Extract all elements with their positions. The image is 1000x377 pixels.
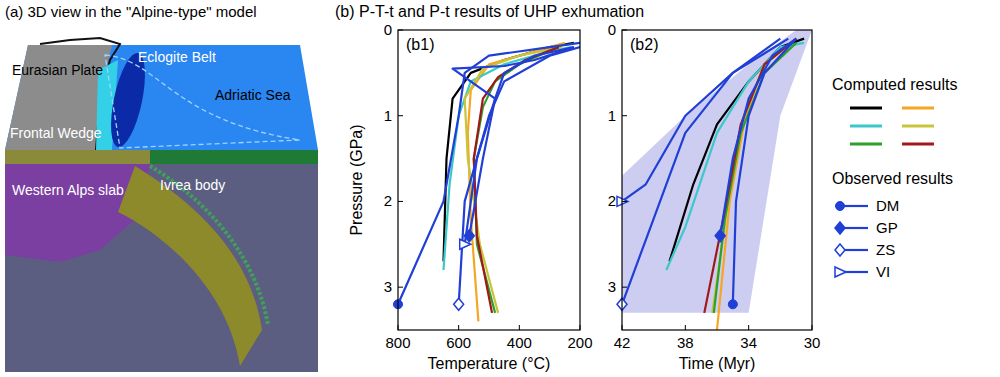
eclogite-belt-area — [104, 50, 151, 150]
legend-marker — [836, 202, 845, 211]
figure: (a) 3D view in the "Alpine-type" model Eu… — [0, 0, 1000, 377]
observed-line — [398, 43, 580, 304]
legend-swatch — [850, 143, 882, 146]
x-tick — [622, 325, 623, 330]
start-marker — [728, 300, 737, 309]
x-tick — [685, 325, 686, 330]
computed-line — [474, 47, 559, 313]
computed-line — [704, 39, 796, 313]
y-tick — [622, 30, 627, 31]
x-tick — [519, 325, 520, 330]
observed-line — [733, 39, 796, 305]
data-area — [398, 43, 580, 322]
model-label: Frontal Wedge — [10, 125, 102, 141]
sea-surface — [5, 45, 318, 150]
y-tick-label: 2 — [384, 192, 392, 209]
crust-layer — [150, 150, 318, 164]
legend-swatch — [850, 107, 882, 110]
x-tick-label: 800 — [385, 334, 410, 351]
legend-heading: Computed results — [832, 76, 957, 93]
x-tick-label: 30 — [804, 334, 821, 351]
crust-layer — [5, 150, 150, 164]
legend-marker — [835, 267, 846, 277]
envelope — [622, 30, 812, 313]
model-label: Eclogite Belt — [138, 49, 216, 65]
x-tick — [458, 325, 459, 330]
model-label: Western Alps slab — [12, 182, 124, 198]
panel-b-title: (b) P-T-t and P-t results of UHP exhumat… — [335, 3, 644, 20]
legend-label: ZS — [876, 241, 895, 258]
legend-label: VI — [876, 263, 890, 280]
panel-a-title: (a) 3D view in the "Alpine-type" model — [5, 3, 257, 20]
y-tick — [398, 287, 403, 288]
plate-surface — [5, 45, 112, 150]
legend-swatch — [850, 125, 882, 128]
computed-line — [717, 39, 796, 330]
markers — [617, 196, 737, 310]
x-tick — [812, 325, 813, 330]
x-axis-title: Temperature (°C) — [428, 355, 551, 372]
start-marker — [454, 298, 464, 310]
observed-line — [720, 39, 796, 236]
model-label: Eurasian Plate — [12, 62, 103, 78]
x-tick-label: 200 — [567, 334, 592, 351]
x-tick-label: 34 — [740, 334, 757, 351]
legend-marker — [835, 244, 845, 256]
legend: Computed results Observed results DM GP ZS VI — [832, 76, 957, 280]
y-tick — [622, 201, 627, 202]
legend-swatch — [902, 107, 934, 110]
y-axis-title: Pressure (GPa) — [348, 124, 365, 235]
observed-line — [622, 39, 780, 305]
frame — [398, 30, 580, 330]
x-axis-title: Time (Myr) — [679, 355, 756, 372]
markers — [394, 230, 475, 311]
outline — [105, 55, 300, 148]
y-tick — [622, 287, 627, 288]
legend-label: DM — [876, 197, 899, 214]
start-marker — [464, 230, 474, 242]
panel-label: (b1) — [406, 36, 434, 53]
model-label: Ivrea body — [160, 177, 225, 193]
x-tick — [580, 325, 581, 330]
plot: 800 600 400 200 0 1 2 3 Temperature (°C) Pressure… — [348, 21, 593, 372]
y-tick — [398, 30, 403, 31]
plot: 42 38 34 30 0 1 2 3 Time (Myr) (b2) — [608, 21, 821, 372]
x-tick-label: 42 — [614, 334, 631, 351]
start-marker — [460, 239, 471, 249]
panel-label: (b2) — [630, 36, 658, 53]
y-tick — [398, 201, 403, 202]
y-tick-label: 3 — [384, 278, 392, 295]
x-tick-label: 400 — [507, 334, 532, 351]
observed-line — [469, 47, 574, 236]
legend-swatch — [902, 125, 934, 128]
y-tick — [398, 115, 403, 116]
panel-a: (a) 3D view in the "Alpine-type" model Eu… — [5, 3, 318, 372]
computed-line — [714, 43, 796, 313]
y-tick-label: 1 — [608, 107, 616, 124]
y-tick-label: 3 — [608, 278, 616, 295]
legend-marker — [835, 222, 845, 234]
model-block — [5, 150, 318, 372]
x-tick — [748, 325, 749, 330]
observed-line — [622, 39, 788, 202]
legend-swatch — [902, 143, 934, 146]
frame — [622, 30, 812, 330]
x-tick-label: 38 — [677, 334, 694, 351]
x-tick-label: 600 — [446, 334, 471, 351]
ivrea-rim — [150, 166, 268, 325]
observed-line — [453, 47, 574, 244]
computed-line — [474, 47, 559, 313]
y-tick — [622, 115, 627, 116]
computed-line — [468, 43, 565, 322]
y-tick-label: 0 — [384, 21, 392, 38]
start-marker — [715, 230, 725, 242]
data-area — [622, 30, 812, 330]
y-tick-label: 2 — [608, 192, 616, 209]
x-tick — [398, 325, 399, 330]
y-tick-label: 0 — [608, 21, 616, 38]
legend-label: GP — [876, 219, 898, 236]
legend-heading: Observed results — [832, 170, 953, 187]
y-tick-label: 1 — [384, 107, 392, 124]
model-label: Adriatic Sea — [215, 87, 291, 103]
